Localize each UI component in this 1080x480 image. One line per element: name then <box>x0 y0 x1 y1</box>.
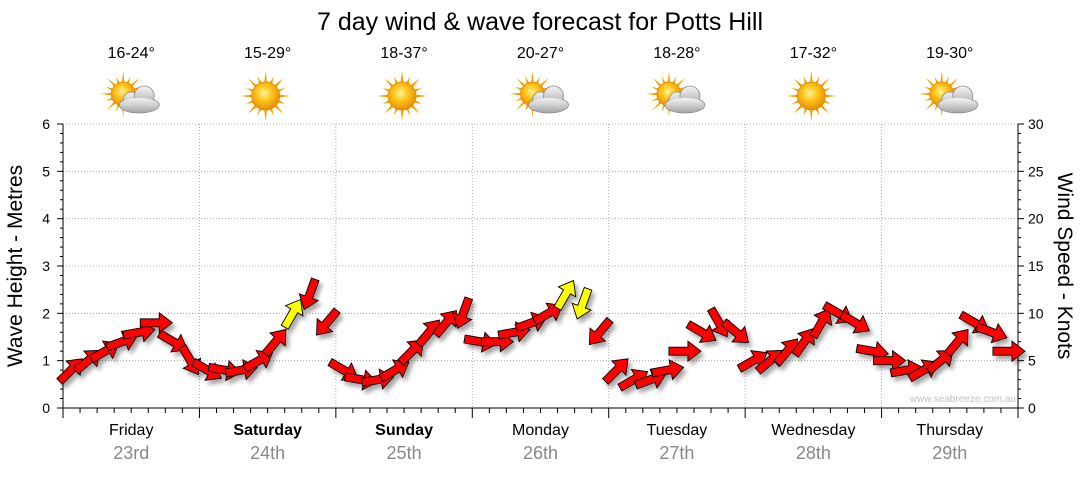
y-tick-label-left: 0 <box>42 400 50 416</box>
sun-rays <box>240 71 291 121</box>
temperature-range: 18-37° <box>380 45 427 62</box>
wind-arrow <box>452 296 474 330</box>
x-date-label: 23rd <box>113 443 149 463</box>
partly-cloudy-icon <box>645 71 706 117</box>
x-date-label: 27th <box>659 443 694 463</box>
x-day-label: Saturday <box>233 422 302 439</box>
sun-disc <box>251 81 281 111</box>
y-tick-label-left: 5 <box>42 163 50 179</box>
wind-arrow <box>397 339 424 366</box>
wind-arrow <box>242 349 274 373</box>
temperature-range: 16-24° <box>108 45 155 62</box>
y-tick-label-right: 15 <box>1028 258 1044 274</box>
temperature-range: 17-32° <box>790 45 837 62</box>
chart-axes: 0 1 2 3 4 5 6 0 5 10 15 20 25 30 Friday 23rd Saturday 24t… <box>42 116 1044 463</box>
sun-disc <box>387 81 417 111</box>
cloud-shape <box>937 85 979 114</box>
wind-arrow <box>668 340 702 363</box>
x-day-label: Tuesday <box>647 422 708 439</box>
wind-arrow <box>925 349 954 375</box>
sun-rays <box>377 71 428 121</box>
temperature-range: 15-29° <box>244 45 291 62</box>
x-date-label: 28th <box>796 443 831 463</box>
wind-arrow <box>791 328 815 358</box>
sun-disc <box>796 81 826 111</box>
wind-arrow-strong <box>280 298 304 330</box>
wind-arrow <box>754 349 784 375</box>
x-date-label: 29th <box>932 443 967 463</box>
wind-arrow <box>601 358 629 385</box>
y-tick-label-right: 25 <box>1028 163 1044 179</box>
wind-arrow <box>432 309 457 339</box>
axis-titles: Wave Height - Metres Wind Speed - Knots <box>4 165 1076 367</box>
wind-arrow <box>56 358 83 385</box>
sunny-icon <box>240 71 291 121</box>
x-day-label: Sunday <box>375 422 433 439</box>
wind-arrow <box>838 310 870 334</box>
wind-arrow <box>720 318 749 344</box>
wind-arrow <box>156 329 188 353</box>
wind-arrow <box>974 322 1008 344</box>
cloud-shape <box>664 85 706 114</box>
y-tick-label-left: 2 <box>42 305 50 321</box>
wind-arrow <box>809 308 833 340</box>
y-tick-label-right: 20 <box>1028 211 1044 227</box>
x-date-label: 26th <box>523 443 558 463</box>
y-tick-label-left: 6 <box>42 116 50 132</box>
wind-arrow-strong <box>571 286 593 320</box>
y-tick-label-right: 30 <box>1028 116 1044 132</box>
partly-cloudy-icon <box>918 71 979 117</box>
y-tick-label-right: 10 <box>1028 305 1044 321</box>
x-date-label: 25th <box>387 443 422 463</box>
partly-cloudy-icon <box>509 71 569 117</box>
wind-arrow <box>298 277 320 311</box>
y-tick-label-left: 4 <box>42 211 50 227</box>
x-day-label: Thursday <box>916 422 983 439</box>
sunny-icon <box>786 71 837 121</box>
day-headers: 16-24° 15-29° 18-37° 20-27° 18-28° 17-32° 19-3… <box>100 45 979 121</box>
wind-arrow-strong <box>553 279 577 311</box>
x-day-label: Friday <box>109 422 153 439</box>
y-axis-right-label: Wind Speed - Knots <box>1053 173 1076 360</box>
y-tick-label-right: 5 <box>1028 353 1036 369</box>
chart-title: 7 day wind & wave forecast for Potts Hil… <box>317 8 763 36</box>
partly-cloudy-icon <box>100 71 160 117</box>
wind-arrow <box>685 320 717 343</box>
sunny-icon <box>377 71 428 121</box>
y-tick-label-right: 0 <box>1028 400 1036 416</box>
wind-arrow <box>316 307 341 336</box>
y-tick-label-left: 1 <box>42 353 50 369</box>
temperature-range: 18-28° <box>653 45 700 62</box>
x-day-label: Wednesday <box>771 422 855 439</box>
wind-arrows <box>56 277 1026 392</box>
x-date-label: 24th <box>250 443 285 463</box>
wind-arrow <box>588 316 614 346</box>
temperature-range: 20-27° <box>517 45 564 62</box>
wind-arrow <box>943 328 969 358</box>
y-axis-left-label: Wave Height - Metres <box>4 165 27 367</box>
wind-arrow <box>992 340 1026 363</box>
wind-arrow <box>190 358 222 381</box>
wind-arrow <box>139 311 174 334</box>
wind-arrow <box>532 302 563 326</box>
wind-arrow <box>261 328 287 358</box>
temperature-range: 19-30° <box>926 45 973 62</box>
watermark: www.seabreeze.com.au <box>909 394 1016 405</box>
wind-arrow <box>378 359 410 383</box>
x-day-label: Monday <box>512 422 569 439</box>
y-tick-label-left: 3 <box>42 258 50 274</box>
wind-arrow <box>650 358 685 381</box>
cloud-shape <box>528 85 569 114</box>
cloud-shape <box>118 85 160 114</box>
